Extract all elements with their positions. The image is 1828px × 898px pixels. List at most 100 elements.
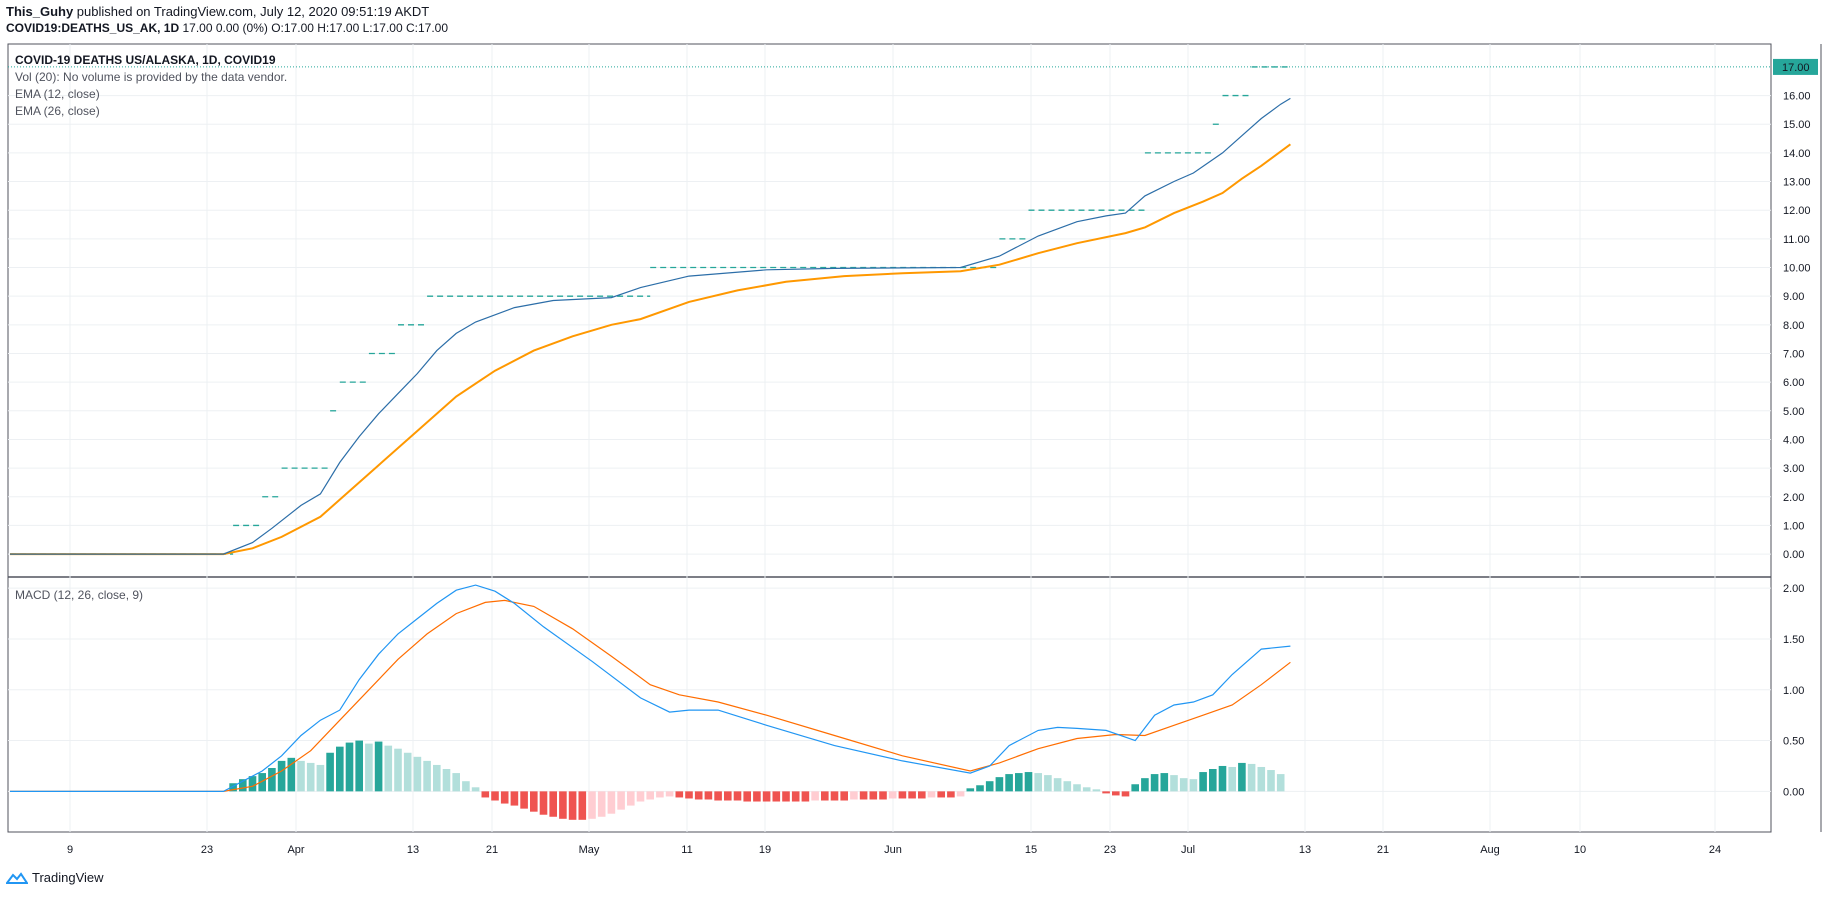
macd-histogram-bar[interactable] xyxy=(782,791,790,802)
macd-histogram-bar[interactable] xyxy=(937,791,945,798)
macd-histogram-bar[interactable] xyxy=(976,785,984,792)
macd-histogram-bar[interactable] xyxy=(791,791,800,802)
macd-histogram-bar[interactable] xyxy=(646,791,654,800)
legend-ema12[interactable]: EMA (12, close) xyxy=(15,87,100,101)
macd-histogram-bar[interactable] xyxy=(617,791,625,810)
macd-histogram-bar[interactable] xyxy=(1053,778,1062,792)
macd-histogram-bar[interactable] xyxy=(733,791,742,801)
macd-histogram-bar[interactable] xyxy=(665,791,674,797)
macd-histogram-bar[interactable] xyxy=(811,791,819,801)
macd-histogram-bar[interactable] xyxy=(394,748,402,792)
macd-histogram-bar[interactable] xyxy=(753,791,761,802)
macd-histogram-bar[interactable] xyxy=(568,791,577,820)
macd-histogram-bar[interactable] xyxy=(1015,773,1023,792)
macd-line[interactable] xyxy=(10,584,1291,793)
macd-histogram-bar[interactable] xyxy=(714,791,722,801)
macd-histogram-bar[interactable] xyxy=(927,791,936,798)
macd-histogram-bar[interactable] xyxy=(1257,766,1266,792)
macd-histogram-bar[interactable] xyxy=(840,791,848,801)
macd-histogram-bar[interactable] xyxy=(1005,774,1013,792)
macd-histogram-bar[interactable] xyxy=(724,791,732,801)
macd-histogram-bar[interactable] xyxy=(1189,779,1198,792)
macd-histogram-bar[interactable] xyxy=(821,791,829,801)
macd-histogram-bar[interactable] xyxy=(627,791,635,806)
macd-histogram-bar[interactable] xyxy=(530,791,538,812)
signal-line[interactable] xyxy=(10,599,1291,793)
macd-histogram-bar[interactable] xyxy=(539,791,548,815)
macd-histogram-bar[interactable] xyxy=(801,791,810,802)
macd-histogram-bar[interactable] xyxy=(510,791,519,806)
macd-histogram-bar[interactable] xyxy=(297,760,305,792)
macd-histogram-bar[interactable] xyxy=(326,752,334,792)
macd-histogram-bar[interactable] xyxy=(1247,763,1256,792)
macd-histogram-bar[interactable] xyxy=(908,791,916,799)
macd-histogram-bar[interactable] xyxy=(1150,774,1159,792)
macd-histogram-bar[interactable] xyxy=(287,757,296,792)
macd-histogram-bar[interactable] xyxy=(1141,778,1149,792)
macd-histogram-bar[interactable] xyxy=(869,791,878,800)
macd-histogram-bar[interactable] xyxy=(1218,765,1227,792)
macd-histogram-bar[interactable] xyxy=(956,791,965,797)
author-name[interactable]: This_Guhy xyxy=(6,4,74,19)
macd-histogram-bar[interactable] xyxy=(898,791,907,799)
macd-histogram-bar[interactable] xyxy=(1228,766,1236,792)
ema12-line[interactable] xyxy=(10,97,1291,555)
macd-histogram-bar[interactable] xyxy=(1131,784,1139,792)
macd-histogram-bar[interactable] xyxy=(549,791,557,817)
macd-histogram-bar[interactable] xyxy=(743,791,751,802)
macd-histogram-bar[interactable] xyxy=(520,791,528,809)
macd-histogram-bar[interactable] xyxy=(859,791,868,800)
macd-histogram-bar[interactable] xyxy=(433,764,441,792)
macd-histogram-bar[interactable] xyxy=(762,791,771,802)
macd-histogram-bar[interactable] xyxy=(1160,773,1169,792)
macd-histogram-bar[interactable] xyxy=(258,773,266,792)
macd-histogram-bar[interactable] xyxy=(268,767,276,792)
macd-histogram-bar[interactable] xyxy=(500,791,509,804)
macd-histogram-bar[interactable] xyxy=(675,791,684,798)
macd-histogram-bar[interactable] xyxy=(365,743,373,792)
macd-histogram-bar[interactable] xyxy=(1170,775,1178,792)
macd-histogram-bar[interactable] xyxy=(1276,774,1285,792)
macd-histogram-bar[interactable] xyxy=(248,776,257,792)
macd-histogram-bar[interactable] xyxy=(597,791,606,817)
macd-histogram-bar[interactable] xyxy=(918,791,926,799)
macd-histogram-bar[interactable] xyxy=(374,741,383,792)
macd-histogram-bar[interactable] xyxy=(1112,791,1120,796)
macd-histogram-bar[interactable] xyxy=(578,791,587,820)
macd-histogram-bar[interactable] xyxy=(985,781,994,792)
macd-histogram-bar[interactable] xyxy=(452,773,460,792)
macd-histogram-bar[interactable] xyxy=(588,791,596,819)
macd-histogram-bar[interactable] xyxy=(879,791,887,800)
macd-histogram-bar[interactable] xyxy=(888,791,897,799)
macd-histogram-bar[interactable] xyxy=(384,745,393,792)
macd-histogram-bar[interactable] xyxy=(559,791,567,819)
macd-histogram-bar[interactable] xyxy=(229,783,237,792)
macd-histogram-bar[interactable] xyxy=(1092,789,1101,792)
macd-histogram-bar[interactable] xyxy=(1179,778,1188,792)
macd-histogram-bar[interactable] xyxy=(1121,791,1130,797)
macd-histogram-bar[interactable] xyxy=(423,760,431,792)
macd-histogram-bar[interactable] xyxy=(607,791,616,814)
macd-histogram-bar[interactable] xyxy=(471,787,480,792)
macd-histogram-bar[interactable] xyxy=(1044,775,1052,792)
macd-histogram-bar[interactable] xyxy=(277,760,286,792)
macd-histogram-bar[interactable] xyxy=(704,791,713,800)
macd-histogram-bar[interactable] xyxy=(336,746,344,792)
macd-histogram-bar[interactable] xyxy=(1209,769,1217,792)
macd-histogram-bar[interactable] xyxy=(491,791,499,801)
macd-histogram-bar[interactable] xyxy=(442,769,451,792)
macd-histogram-bar[interactable] xyxy=(239,779,247,792)
macd-histogram-bar[interactable] xyxy=(1238,762,1246,792)
macd-histogram-bar[interactable] xyxy=(1199,772,1207,792)
ema26-line[interactable] xyxy=(10,143,1291,556)
macd-histogram-bar[interactable] xyxy=(995,777,1004,792)
macd-histogram-bar[interactable] xyxy=(462,781,470,792)
macd-histogram-bar[interactable] xyxy=(685,791,693,799)
macd-histogram-bar[interactable] xyxy=(947,791,955,798)
macd-histogram-bar[interactable] xyxy=(345,742,354,792)
tradingview-brand[interactable]: TradingView xyxy=(6,870,104,885)
legend-macd[interactable]: MACD (12, 26, close, 9) xyxy=(15,588,144,602)
macd-histogram-bar[interactable] xyxy=(636,791,645,802)
macd-histogram-bar[interactable] xyxy=(1073,784,1081,792)
